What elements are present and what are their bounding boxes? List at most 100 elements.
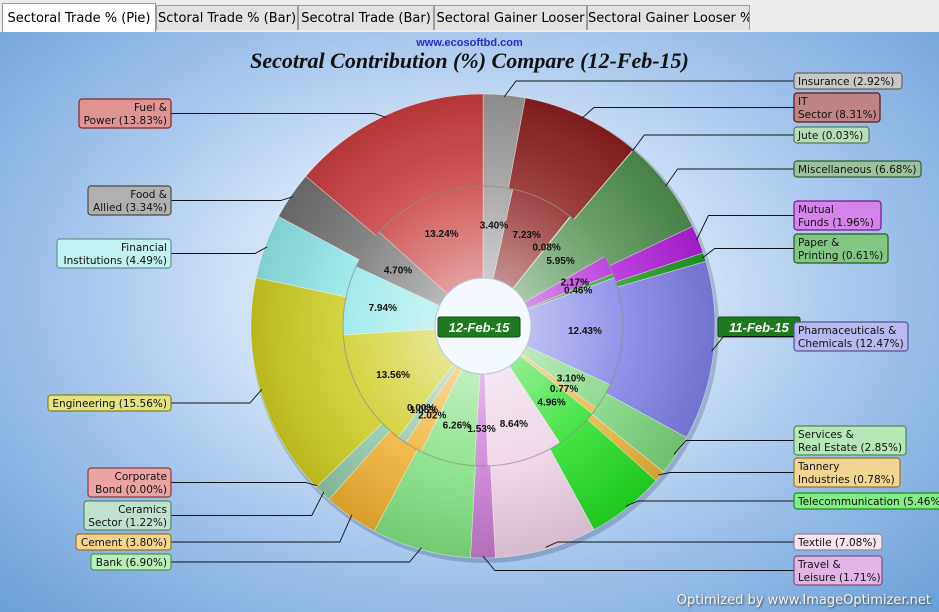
callout-label: Corporate bbox=[115, 471, 168, 483]
callout-label: Allied (3.34%) bbox=[93, 202, 167, 214]
callout-box bbox=[87, 467, 172, 498]
tab-sectoral-trade-pie[interactable]: Sectoral Trade % (Pie) bbox=[2, 3, 156, 32]
callout-leader-line bbox=[171, 246, 268, 254]
callout-leader-line bbox=[673, 440, 794, 455]
inner-value-label: 7.23% bbox=[513, 230, 541, 241]
callout-label: Tannery bbox=[797, 461, 839, 473]
callout-leader-line bbox=[665, 168, 794, 187]
inner-value-label: 12.43% bbox=[568, 326, 602, 337]
inner-value-label: 3.40% bbox=[480, 221, 508, 232]
callout-label: Miscellaneous (6.68%) bbox=[798, 164, 917, 176]
callout-box bbox=[793, 160, 922, 178]
callout-box bbox=[793, 555, 883, 586]
callout-leader-line bbox=[625, 500, 794, 507]
callout-label: Jute (0.03%) bbox=[797, 130, 863, 142]
callout-leader-line bbox=[171, 113, 387, 118]
callout-leader-line bbox=[545, 541, 794, 548]
callout-label: IT bbox=[798, 96, 808, 108]
callout-label: Telecommunication (5.46%) bbox=[797, 496, 939, 508]
ring-divider bbox=[342, 185, 624, 467]
callout-leader-line bbox=[171, 547, 422, 563]
inner-value-label: 8.64% bbox=[500, 419, 528, 430]
tab-sectoral-gainer-looser[interactable]: Sectoral Gainer Looser bbox=[434, 5, 587, 30]
callout-leader-line bbox=[171, 514, 353, 543]
callout-label: Services & bbox=[798, 429, 854, 441]
callout-box bbox=[78, 98, 172, 129]
callout-leader-line bbox=[702, 248, 794, 259]
callout-box bbox=[75, 533, 172, 551]
callout-box bbox=[793, 233, 889, 264]
inner-ring-date-badge-text: 12-Feb-15 bbox=[449, 320, 510, 335]
callout-leader-line bbox=[171, 196, 293, 201]
callout-box bbox=[47, 394, 172, 412]
callout-box bbox=[793, 425, 907, 456]
inner-ring-date-badge bbox=[437, 316, 521, 338]
chart-title: Secotral Contribution (%) Compare (12-Fe… bbox=[250, 48, 689, 73]
inner-value-label: 13.56% bbox=[376, 370, 410, 381]
site-url: www.ecosoftbd.com bbox=[416, 37, 523, 49]
callout-label: Sector (1.22%) bbox=[88, 517, 167, 529]
inner-value-label: 0.77% bbox=[550, 384, 578, 395]
callout-leader-line bbox=[171, 491, 325, 516]
callout-box bbox=[793, 126, 870, 144]
callout-box bbox=[793, 492, 939, 510]
callout-leader-line bbox=[711, 336, 794, 352]
callout-box bbox=[87, 185, 172, 216]
callout-label: Engineering (15.56%) bbox=[52, 398, 167, 410]
outer-ring-date-badge-text: 11-Feb-15 bbox=[729, 320, 789, 335]
callout-label: Leisure (1.71%) bbox=[798, 572, 881, 584]
callout-leader-line bbox=[658, 472, 794, 476]
callout-label: Mutual bbox=[798, 204, 834, 216]
watermark: Optimized by www.ImageOptimizer.net bbox=[676, 593, 931, 608]
callout-leader-line bbox=[171, 389, 263, 404]
callout-label: Institutions (4.49%) bbox=[64, 255, 168, 267]
tab-sectoral-gainer-looser-percent[interactable]: Sectoral Gainer Looser % bbox=[587, 5, 750, 30]
inner-value-label: 7.94% bbox=[369, 303, 397, 314]
callout-box bbox=[793, 321, 909, 352]
callout-box bbox=[793, 200, 882, 231]
callout-box bbox=[793, 72, 903, 90]
callout-label: Real Estate (2.85%) bbox=[798, 442, 902, 454]
tab-sectoral-trade-percent-bar[interactable]: Sctoral Trade % (Bar) bbox=[156, 5, 298, 30]
callout-label: Sector (8.31%) bbox=[798, 109, 877, 121]
inner-value-label: 13.24% bbox=[425, 229, 459, 240]
callout-label: Industries (0.78%) bbox=[798, 474, 895, 486]
callout-label: Bank (6.90%) bbox=[96, 557, 167, 569]
callout-label: Travel & bbox=[797, 559, 841, 571]
inner-value-label: 4.70% bbox=[384, 266, 412, 277]
callout-box bbox=[56, 238, 172, 269]
inner-value-label: 3.10% bbox=[557, 374, 585, 385]
callout-label: Paper & bbox=[798, 237, 839, 249]
tab-bar: Sectoral Trade % (Pie) Sctoral Trade % (… bbox=[0, 0, 939, 33]
callout-leader-line bbox=[696, 215, 794, 241]
callout-label: Bond (0.00%) bbox=[95, 484, 167, 496]
tab-sectoral-trade-bar[interactable]: Secotral Trade (Bar) bbox=[298, 5, 434, 30]
inner-value-label: 1.05% bbox=[410, 405, 438, 416]
callout-label: Pharmaceuticals & bbox=[798, 325, 896, 337]
callout-label: Food & bbox=[130, 189, 167, 201]
inner-value-label: 1.53% bbox=[467, 424, 495, 435]
callout-label: Ceramics bbox=[118, 504, 167, 516]
inner-value-label: 2.17% bbox=[561, 278, 589, 289]
inner-value-label: 0.00% bbox=[407, 403, 435, 414]
callout-leader-line bbox=[171, 482, 318, 487]
callout-leader-line bbox=[631, 134, 794, 152]
callout-label: Textile (7.08%) bbox=[797, 537, 876, 549]
inner-value-label: 2.02% bbox=[418, 410, 446, 421]
callout-label: Printing (0.61%) bbox=[798, 250, 883, 262]
callout-box bbox=[793, 92, 881, 123]
callout-label: Cement (3.80%) bbox=[81, 537, 167, 549]
callout-leader-line bbox=[503, 80, 794, 98]
inner-value-label: 4.96% bbox=[537, 398, 565, 409]
inner-value-label: 0.46% bbox=[564, 285, 592, 296]
callout-label: Power (13.83%) bbox=[84, 115, 167, 127]
callout-leader-line bbox=[581, 107, 794, 119]
callout-label: Fuel & bbox=[134, 102, 167, 114]
callout-box bbox=[83, 500, 172, 531]
inner-value-label: 0.08% bbox=[532, 242, 560, 253]
callout-label: Chemicals (12.47%) bbox=[798, 338, 904, 350]
inner-value-label: 5.95% bbox=[546, 256, 574, 267]
callout-label: Funds (1.96%) bbox=[798, 217, 874, 229]
callout-leader-line bbox=[482, 555, 794, 571]
